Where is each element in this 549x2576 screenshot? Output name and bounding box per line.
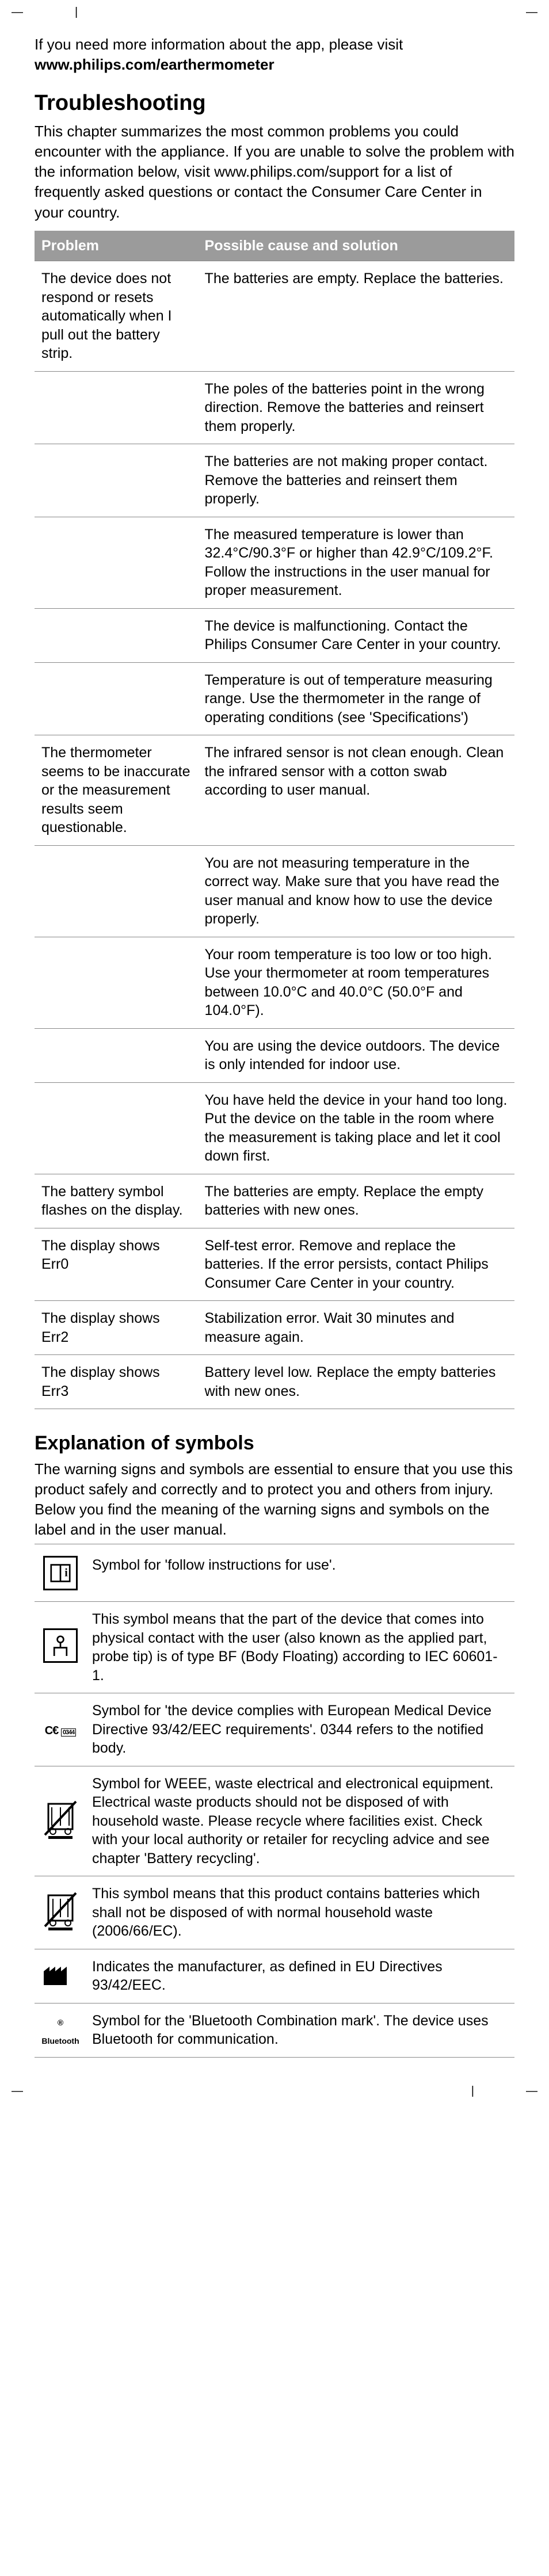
cause-cell: The measured temperature is lower than 3…	[198, 517, 514, 608]
symbols-intro: The warning signs and symbols are essent…	[35, 1459, 514, 1544]
ce-mark-icon: C€ 0344	[45, 1724, 77, 1737]
symbol-icon-cell	[35, 1602, 86, 1693]
cause-cell: The device is malfunctioning. Contact th…	[198, 608, 514, 662]
symbol-text-cell: This symbol means that this product cont…	[86, 1876, 514, 1949]
problem-cell	[35, 371, 198, 444]
symbol-text-cell: Symbol for 'the device complies with Eur…	[86, 1693, 514, 1766]
cause-cell: The batteries are empty. Replace the emp…	[198, 1174, 514, 1228]
cause-cell: You are using the device outdoors. The d…	[198, 1028, 514, 1082]
intro-paragraph: If you need more information about the a…	[35, 35, 514, 75]
crop-mark: |	[471, 2085, 474, 2098]
problem-cell: The device does not respond or resets au…	[35, 261, 198, 372]
table-row: You are not measuring temperature in the…	[35, 845, 514, 937]
table-row: The device does not respond or resets au…	[35, 261, 514, 372]
problem-cell: The display shows Err3	[35, 1355, 198, 1409]
bluetooth-icon: ® Bluetooth	[41, 2018, 79, 2046]
cause-cell: The poles of the batteries point in the …	[198, 371, 514, 444]
cause-cell: Battery level low. Replace the empty bat…	[198, 1355, 514, 1409]
table-row: The poles of the batteries point in the …	[35, 371, 514, 444]
symbol-text-cell: Symbol for WEEE, waste electrical and el…	[86, 1766, 514, 1876]
symbol-row: This symbol means that the part of the d…	[35, 1602, 514, 1693]
symbol-icon-cell	[35, 1766, 86, 1876]
cause-cell: You have held the device in your hand to…	[198, 1082, 514, 1174]
problem-cell	[35, 662, 198, 735]
weee-icon	[43, 1827, 78, 1843]
table-row: The thermometer seems to be inaccurate o…	[35, 735, 514, 846]
problem-cell	[35, 517, 198, 608]
table-row: The display shows Err0Self-test error. R…	[35, 1228, 514, 1301]
table-row: The display shows Err2Stabilization erro…	[35, 1301, 514, 1355]
crop-mark: —	[526, 6, 537, 19]
symbol-row: Indicates the manufacturer, as defined i…	[35, 1949, 514, 2003]
problem-cell: The display shows Err2	[35, 1301, 198, 1355]
symbol-row: This symbol means that this product cont…	[35, 1876, 514, 1949]
troubleshooting-heading: Troubleshooting	[35, 91, 514, 116]
problem-cell	[35, 845, 198, 937]
table-row: You are using the device outdoors. The d…	[35, 1028, 514, 1082]
cause-cell: Stabilization error. Wait 30 minutes and…	[198, 1301, 514, 1355]
cause-cell: You are not measuring temperature in the…	[198, 845, 514, 937]
symbols-heading: Explanation of symbols	[35, 1432, 514, 1455]
table-row: The battery symbol flashes on the displa…	[35, 1174, 514, 1228]
problem-cell: The battery symbol flashes on the displa…	[35, 1174, 198, 1228]
table-row: Temperature is out of temperature measur…	[35, 662, 514, 735]
table-row: The device is malfunctioning. Contact th…	[35, 608, 514, 662]
symbol-text-cell: This symbol means that the part of the d…	[86, 1602, 514, 1693]
cause-cell: The infrared sensor is not clean enough.…	[198, 735, 514, 846]
instructions-icon: i	[43, 1556, 78, 1590]
symbol-text-cell: Symbol for the 'Bluetooth Combination ma…	[86, 2003, 514, 2057]
crop-mark: —	[12, 2085, 23, 2098]
troubleshooting-table: Problem Possible cause and solution The …	[35, 231, 514, 1410]
cause-cell: Your room temperature is too low or too …	[198, 937, 514, 1028]
cause-cell: The batteries are not making proper cont…	[198, 444, 514, 517]
th-cause: Possible cause and solution	[198, 231, 514, 261]
table-row: Your room temperature is too low or too …	[35, 937, 514, 1028]
cause-cell: Temperature is out of temperature measur…	[198, 662, 514, 735]
symbol-row: i Symbol for 'follow instructions for use…	[35, 1548, 514, 1602]
symbol-icon-cell	[35, 1949, 86, 2003]
symbol-icon-cell: i	[35, 1548, 86, 1602]
symbol-icon-cell	[35, 1876, 86, 1949]
problem-cell: The display shows Err0	[35, 1228, 198, 1301]
symbol-icon-cell: ® Bluetooth	[35, 2003, 86, 2057]
symbol-row: ® BluetoothSymbol for the 'Bluetooth Com…	[35, 2003, 514, 2057]
table-row: The batteries are not making proper cont…	[35, 444, 514, 517]
intro-url: www.philips.com/earthermometer	[35, 56, 274, 73]
problem-cell	[35, 444, 198, 517]
symbol-text-cell: Indicates the manufacturer, as defined i…	[86, 1949, 514, 2003]
problem-cell	[35, 608, 198, 662]
problem-cell	[35, 1028, 198, 1082]
bf-type-icon	[43, 1628, 78, 1663]
problem-cell	[35, 1082, 198, 1174]
crop-mark: |	[75, 6, 78, 19]
crop-mark: —	[526, 2085, 537, 2098]
th-problem: Problem	[35, 231, 198, 261]
manufacturer-icon	[41, 1975, 79, 1991]
intro-text: If you need more information about the a…	[35, 36, 403, 53]
symbols-table: i Symbol for 'follow instructions for use…	[35, 1548, 514, 2058]
crop-mark: —	[12, 6, 23, 19]
symbol-row: Symbol for WEEE, waste electrical and el…	[35, 1766, 514, 1876]
problem-cell: The thermometer seems to be inaccurate o…	[35, 735, 198, 846]
table-row: The measured temperature is lower than 3…	[35, 517, 514, 608]
troubleshooting-intro: This chapter summarizes the most common …	[35, 121, 514, 222]
problem-cell	[35, 937, 198, 1028]
symbol-row: C€ 0344 Symbol for 'the device complies w…	[35, 1693, 514, 1766]
symbol-icon-cell: C€ 0344	[35, 1693, 86, 1766]
table-row: The display shows Err3Battery level low.…	[35, 1355, 514, 1409]
cause-cell: Self-test error. Remove and replace the …	[198, 1228, 514, 1301]
symbol-text-cell: Symbol for 'follow instructions for use'…	[86, 1548, 514, 1602]
cause-cell: The batteries are empty. Replace the bat…	[198, 261, 514, 372]
svg-text:i: i	[64, 1566, 68, 1579]
table-row: You have held the device in your hand to…	[35, 1082, 514, 1174]
battery-bin-icon	[43, 1918, 78, 1934]
